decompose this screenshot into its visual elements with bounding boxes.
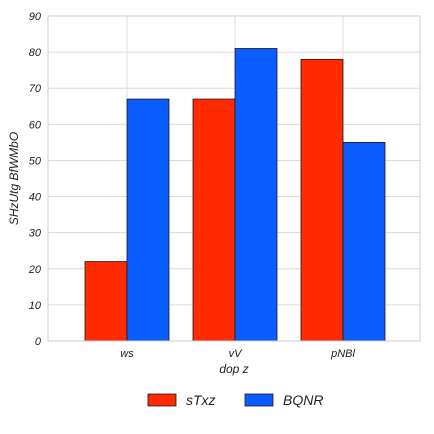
legend-label: sTxz bbox=[186, 392, 216, 408]
bar-BQNR-ws bbox=[126, 98, 170, 342]
bar-sTxz-vV bbox=[192, 98, 236, 342]
x-tick-label: vV bbox=[229, 348, 244, 360]
legend-label: BQNR bbox=[283, 392, 323, 408]
x-tick-labels: ws vV pNBl bbox=[120, 348, 355, 360]
x-tick-label: ws bbox=[120, 348, 134, 360]
bar-sTxz-pNBl bbox=[300, 58, 344, 342]
x-tick-label: pNBl bbox=[330, 348, 355, 360]
legend: sTxz BQNR bbox=[147, 392, 323, 408]
y-tick-label: 20 bbox=[28, 264, 42, 276]
bar-BQNR-pNBl bbox=[342, 141, 386, 342]
y-tick-label: 90 bbox=[29, 11, 42, 23]
y-tick-labels: 0 10 20 30 40 50 60 70 80 90 bbox=[28, 11, 42, 348]
y-tick-label: 50 bbox=[29, 155, 42, 167]
legend-swatch bbox=[244, 393, 274, 407]
y-tick-label: 0 bbox=[35, 336, 42, 348]
x-axis-label: dop z bbox=[219, 362, 248, 376]
y-tick-label: 60 bbox=[29, 119, 42, 131]
legend-swatch bbox=[147, 393, 177, 407]
y-tick-label: 80 bbox=[29, 47, 42, 59]
bar-BQNR-vV bbox=[234, 48, 278, 342]
bars bbox=[84, 48, 386, 342]
y-tick-label: 30 bbox=[29, 228, 42, 240]
bar-sTxz-ws bbox=[84, 261, 128, 342]
y-axis-label: SHzUtg BfWMbO bbox=[7, 132, 21, 225]
y-tick-label: 70 bbox=[29, 83, 42, 95]
plot-frame bbox=[47, 15, 421, 342]
y-tick-label: 40 bbox=[29, 192, 42, 204]
y-tick-label: 10 bbox=[29, 300, 42, 312]
